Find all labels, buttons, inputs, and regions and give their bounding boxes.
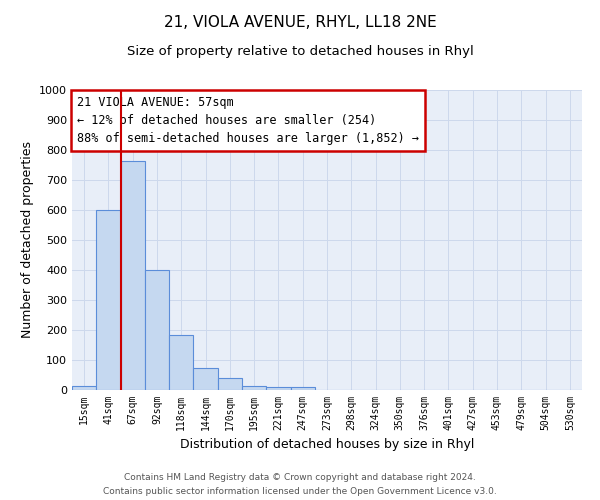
Bar bbox=[72, 386, 96, 390]
Text: Contains HM Land Registry data © Crown copyright and database right 2024.: Contains HM Land Registry data © Crown c… bbox=[124, 472, 476, 482]
Bar bbox=[193, 368, 218, 390]
Text: Contains public sector information licensed under the Open Government Licence v3: Contains public sector information licen… bbox=[103, 488, 497, 496]
Bar bbox=[242, 386, 266, 390]
Bar bbox=[121, 160, 145, 390]
Bar bbox=[218, 378, 242, 390]
Text: 21 VIOLA AVENUE: 57sqm
← 12% of detached houses are smaller (254)
88% of semi-de: 21 VIOLA AVENUE: 57sqm ← 12% of detached… bbox=[77, 96, 419, 145]
Bar bbox=[169, 334, 193, 390]
Text: Size of property relative to detached houses in Rhyl: Size of property relative to detached ho… bbox=[127, 45, 473, 58]
Bar bbox=[290, 387, 315, 390]
X-axis label: Distribution of detached houses by size in Rhyl: Distribution of detached houses by size … bbox=[180, 438, 474, 452]
Text: 21, VIOLA AVENUE, RHYL, LL18 2NE: 21, VIOLA AVENUE, RHYL, LL18 2NE bbox=[164, 15, 436, 30]
Bar bbox=[145, 270, 169, 390]
Bar bbox=[266, 387, 290, 390]
Bar bbox=[96, 210, 121, 390]
Y-axis label: Number of detached properties: Number of detached properties bbox=[20, 142, 34, 338]
